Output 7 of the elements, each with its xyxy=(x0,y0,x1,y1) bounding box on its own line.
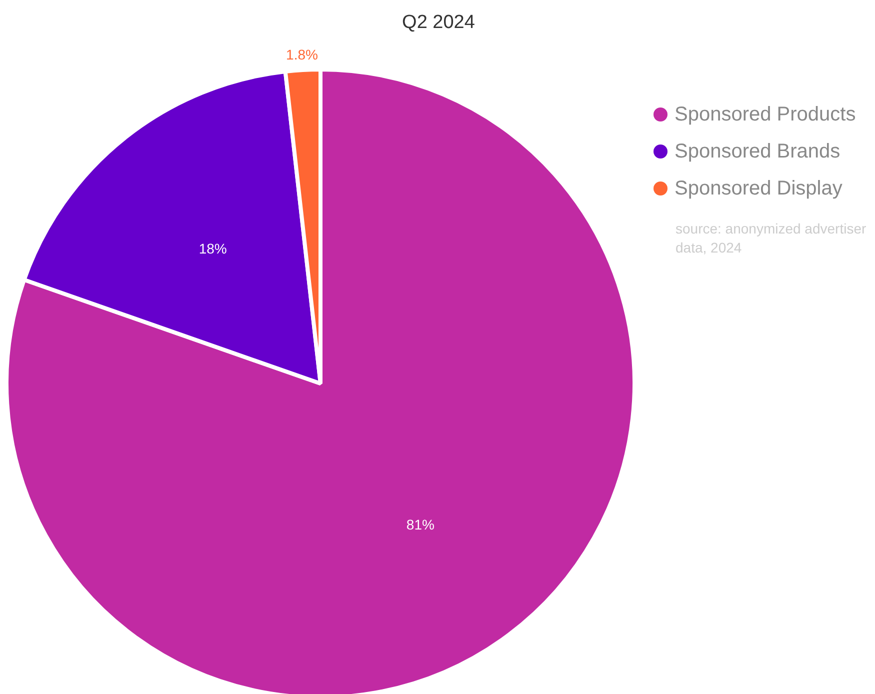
chart-title: Q2 2024 xyxy=(402,12,476,33)
data-label: 1.8% xyxy=(286,46,318,62)
legend-label: Sponsored Brands xyxy=(674,140,840,162)
legend-label: Sponsored Display xyxy=(674,178,842,200)
data-label: 18% xyxy=(198,240,227,256)
data-label: 81% xyxy=(406,516,434,532)
legend-label: Sponsored Products xyxy=(674,104,856,126)
